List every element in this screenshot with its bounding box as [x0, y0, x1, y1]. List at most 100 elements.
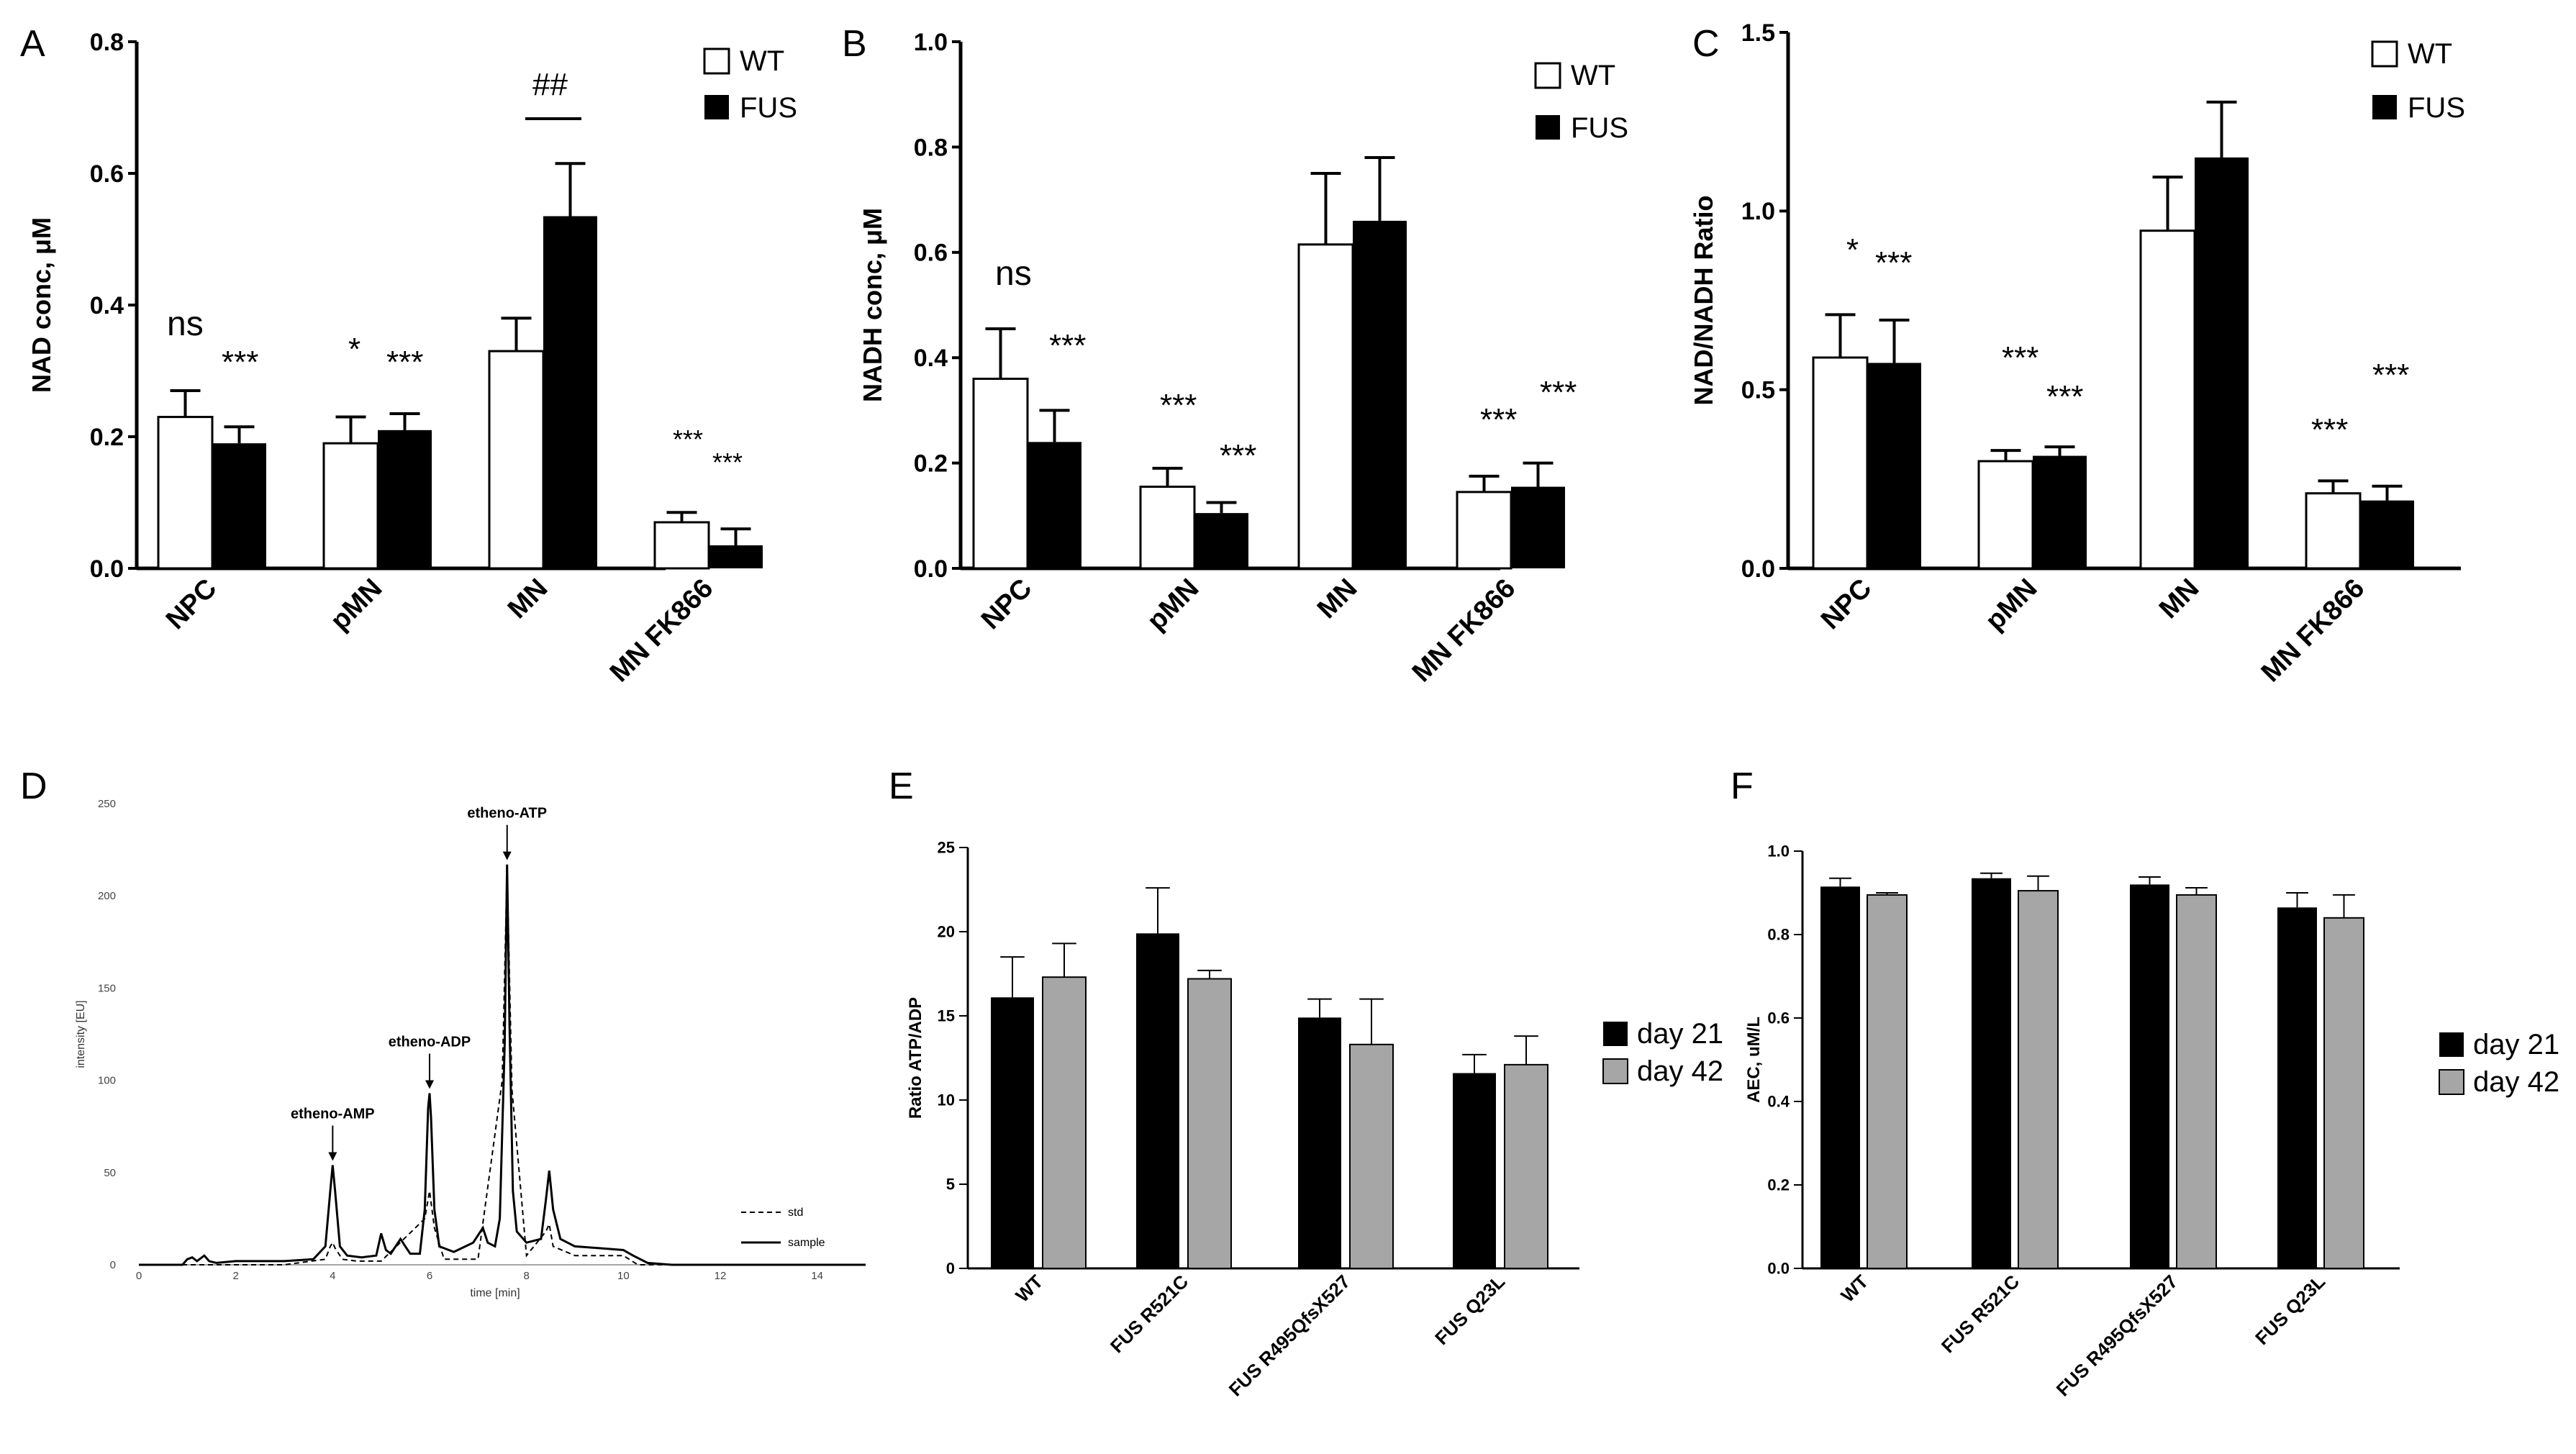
annotations-a: ns *** * *** ## *** ***	[167, 67, 743, 477]
bar-pmn-fus	[2033, 455, 2087, 568]
y-tick-label: 1.5	[1741, 19, 1775, 47]
series-line-sample	[139, 864, 866, 1266]
chart-nad-nadh-ratio: 0.0 0.5 1.0 1.5 NAD/NADH Ratio NPC pMN MN MN FK8…	[1689, 19, 2461, 688]
bar-wt-day-42	[1042, 976, 1087, 1270]
y-tick-label: 0.2	[914, 450, 948, 478]
bar-mn-fk866-wt	[1456, 491, 1513, 570]
chart-nadh-concentration: 0.0 0.2 0.4 0.6 0.8 1.0 NADH conc, μM NPC pMN MN M…	[858, 29, 1565, 688]
bar-mn-fk866-fus	[709, 545, 763, 568]
x-tick-label: pMN	[1979, 573, 2043, 637]
y-tick-label: 15	[938, 1007, 955, 1025]
annotation-star: *	[348, 332, 360, 367]
legend-swatch-day42	[1602, 1058, 1628, 1084]
x-tick-label: MN	[1312, 573, 1363, 624]
y-tick-label: 0.0	[90, 555, 124, 583]
legend-b: WT FUS	[1534, 60, 1628, 144]
peak-arrow-head	[425, 1080, 434, 1089]
x-tick-label: 10	[617, 1270, 630, 1282]
legend-label-wt: WT	[2408, 38, 2452, 70]
legend-swatch-fus	[1536, 115, 1560, 140]
panel-letter-d: D	[20, 765, 47, 807]
bar-fus-r521c-day-21	[1972, 878, 2011, 1268]
legend-e: day 21 day 42	[1602, 1018, 1723, 1087]
annotation-ns: ns	[995, 255, 1032, 293]
y-tick-label: 0	[946, 1260, 955, 1278]
x-tick-label: MN FK866	[1407, 573, 1522, 689]
bar-mn-fk866-wt	[653, 521, 710, 570]
y-tick-label: 50	[104, 1167, 116, 1179]
bar-mn-fus	[543, 216, 597, 568]
y-tick-label: 0.4	[1767, 1093, 1790, 1111]
annotation-stars: ***	[1049, 328, 1086, 363]
chart-hplc-chromatogram: 0 2 4 6 8 10 12 14 0 50 100 150 200 250 time [min] inte…	[75, 798, 866, 1299]
bar-fus-q23l-day-21	[2277, 907, 2317, 1268]
y-tick-label: 0.2	[1767, 1176, 1790, 1194]
y-axis-label: intensity [EU]	[75, 1000, 87, 1068]
panel-letter-c: C	[1692, 23, 1720, 65]
legend-c: WT FUS	[2371, 38, 2465, 124]
y-axis-label: NADH conc, μM	[858, 208, 887, 402]
legend-label-wt: WT	[740, 45, 784, 77]
bar-fus-r521c-day-42	[2018, 890, 2059, 1269]
y-tick-label: 0.8	[914, 134, 948, 161]
x-tick-label: FUS R495QfsX527	[2052, 1271, 2182, 1401]
x-tick-label: WT	[1011, 1271, 1047, 1307]
annotation-stars: ***	[1160, 388, 1197, 423]
legend-d: std sample	[741, 1207, 825, 1249]
annotation-stars: ***	[712, 447, 743, 477]
annotation-stars: ***	[1480, 402, 1517, 437]
bar-mn-fus	[1353, 220, 1407, 568]
x-tick-label: MN FK866	[2256, 573, 2371, 689]
x-tick-label: WT	[1836, 1271, 1872, 1307]
annotation-star: *	[1846, 232, 1859, 268]
y-tick-label: 0.4	[90, 292, 124, 319]
peak-arrow-head	[328, 1152, 337, 1161]
y-tick-label: 0.4	[914, 345, 948, 372]
y-tick-label: 1.0	[1741, 198, 1775, 225]
bar-pmn-fus	[378, 430, 432, 568]
annotation-ns: ns	[167, 305, 204, 343]
bar-fus-q23l-day-42	[2323, 917, 2364, 1270]
x-tick-label: FUS R521C	[1937, 1271, 2023, 1357]
x-tick-label: 14	[811, 1270, 823, 1282]
legend-swatch-day21	[1603, 1022, 1628, 1046]
bar-mn-fk866-fus	[2360, 500, 2414, 568]
annotation-stars: ***	[2372, 358, 2409, 393]
legend-label-day42: day 42	[2473, 1066, 2559, 1098]
legend-label-day42: day 42	[1637, 1055, 1723, 1087]
y-tick-label: 1.0	[1767, 842, 1790, 860]
panel-letter-b: B	[842, 23, 867, 65]
bar-pmn-wt	[322, 442, 379, 570]
legend-label-fus: FUS	[2408, 92, 2465, 124]
bar-fus-r495qfsx527-day-21	[2130, 884, 2169, 1268]
x-tick-label: MN	[2154, 573, 2205, 624]
annotation-stars: ***	[673, 424, 703, 454]
panel-letter-e: E	[889, 765, 914, 807]
bar-mn-fk866-wt	[2305, 492, 2362, 570]
bar-fus-q23l-day-42	[1504, 1063, 1548, 1269]
legend-swatch-fus	[704, 95, 729, 119]
peak-label-etheno-adp: etheno-ADP	[389, 1035, 471, 1050]
bar-wt-day-42	[1867, 894, 1908, 1269]
bar-npc-fus	[212, 443, 266, 568]
x-tick-label: pMN	[1141, 573, 1205, 637]
bar-pmn-wt	[1139, 486, 1196, 570]
y-tick-label: 200	[98, 890, 116, 902]
x-tick-label: FUS R495QfsX527	[1225, 1271, 1355, 1401]
y-axis-label: AEC, uM/L	[1744, 1017, 1764, 1103]
legend-label-fus: FUS	[740, 92, 797, 124]
y-tick-label: 10	[938, 1091, 955, 1109]
y-axis-label: NAD/NADH Ratio	[1689, 196, 1718, 406]
legend-label-wt: WT	[1571, 60, 1615, 91]
annotation-stars: ***	[1540, 375, 1577, 410]
annotation-stars: ***	[2002, 340, 2038, 376]
x-axis-label: time [min]	[470, 1287, 520, 1299]
bar-mn-fk866-fus	[1511, 486, 1565, 568]
x-tick-label: 12	[715, 1270, 727, 1282]
y-tick-label: 0	[110, 1259, 116, 1271]
annotation-stars: ***	[386, 345, 423, 380]
peak-label-etheno-atp: etheno-ATP	[467, 806, 547, 822]
series-line-std	[139, 868, 866, 1266]
peak-label-etheno-amp: etheno-AMP	[291, 1107, 375, 1122]
